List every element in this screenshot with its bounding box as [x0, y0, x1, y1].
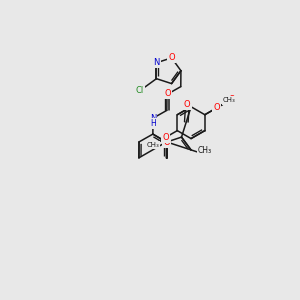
Text: N: N — [153, 58, 160, 67]
Text: N: N — [150, 114, 156, 123]
Text: O: O — [163, 138, 170, 147]
Text: O: O — [164, 89, 171, 98]
Text: CH₃: CH₃ — [198, 146, 212, 155]
Text: O: O — [213, 103, 220, 112]
Text: O: O — [228, 95, 235, 104]
Text: H: H — [150, 119, 156, 128]
Text: O: O — [168, 53, 175, 62]
Text: O: O — [162, 133, 169, 142]
Text: CH₃: CH₃ — [146, 142, 159, 148]
Text: CH₃: CH₃ — [223, 98, 236, 103]
Text: Cl: Cl — [135, 86, 144, 95]
Text: O: O — [184, 100, 190, 109]
Text: O: O — [213, 103, 220, 112]
